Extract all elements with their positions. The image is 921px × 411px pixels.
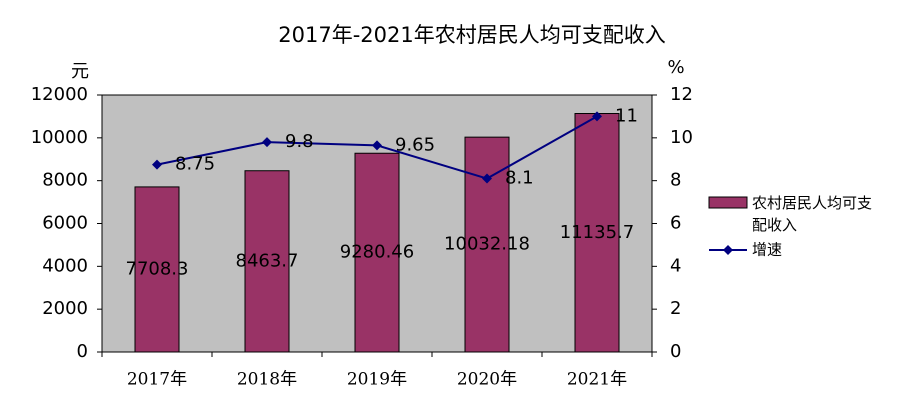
y-tick-label: 10000 — [31, 127, 88, 148]
line-value-label: 11 — [615, 105, 638, 126]
legend-swatch — [708, 196, 748, 209]
bar-value-label: 11135.7 — [560, 222, 634, 243]
y-tick-label: 12000 — [31, 84, 88, 105]
y2-unit: % — [667, 57, 684, 78]
y-unit: 元 — [71, 61, 89, 82]
y-tick-label: 8000 — [42, 170, 88, 191]
legend-label: 农村居民人均可支配收入 — [752, 194, 873, 234]
y2-tick-label: 2 — [670, 298, 681, 319]
bar — [354, 152, 400, 353]
line-value-label: 9.8 — [285, 131, 314, 152]
line-marker — [482, 173, 492, 184]
y2-tick-label: 6 — [670, 213, 681, 234]
x-tick-label: 2020年 — [457, 370, 517, 390]
line-marker — [372, 140, 382, 151]
bar-value-label: 7708.3 — [126, 258, 189, 279]
y-tick-label: 0 — [77, 341, 88, 362]
x-tick-label: 2021年 — [567, 370, 627, 390]
y2-tick-label: 10 — [670, 127, 693, 148]
y2-tick-label: 12 — [670, 84, 693, 105]
bar — [244, 170, 290, 353]
bar — [574, 113, 620, 353]
y-tick-label: 6000 — [42, 213, 88, 234]
y-tick-label: 2000 — [42, 298, 88, 319]
line-value-label: 8.1 — [505, 168, 534, 189]
y2-tick-label: 8 — [670, 170, 681, 191]
y-tick-label: 4000 — [42, 255, 88, 276]
x-tick-label: 2017年 — [127, 370, 187, 390]
x-tick-label: 2018年 — [237, 370, 297, 390]
bar-value-label: 9280.46 — [340, 242, 414, 263]
bar — [134, 186, 180, 353]
x-tick-label: 2019年 — [347, 370, 407, 390]
y2-tick-label: 4 — [670, 255, 681, 276]
bar-value-label: 10032.18 — [444, 234, 530, 255]
line-value-label: 8.75 — [175, 154, 215, 175]
chart-title: 2017年-2021年农村居民人均可支配收入 — [278, 23, 665, 47]
line-marker — [152, 159, 162, 170]
line-marker — [592, 111, 602, 122]
bar — [464, 136, 510, 353]
legend-marker — [723, 245, 733, 255]
legend-label: 增速 — [752, 241, 782, 259]
line-marker — [262, 137, 272, 148]
y2-tick-label: 0 — [670, 341, 681, 362]
line-value-label: 9.65 — [395, 134, 435, 155]
bar-value-label: 8463.7 — [236, 250, 299, 271]
